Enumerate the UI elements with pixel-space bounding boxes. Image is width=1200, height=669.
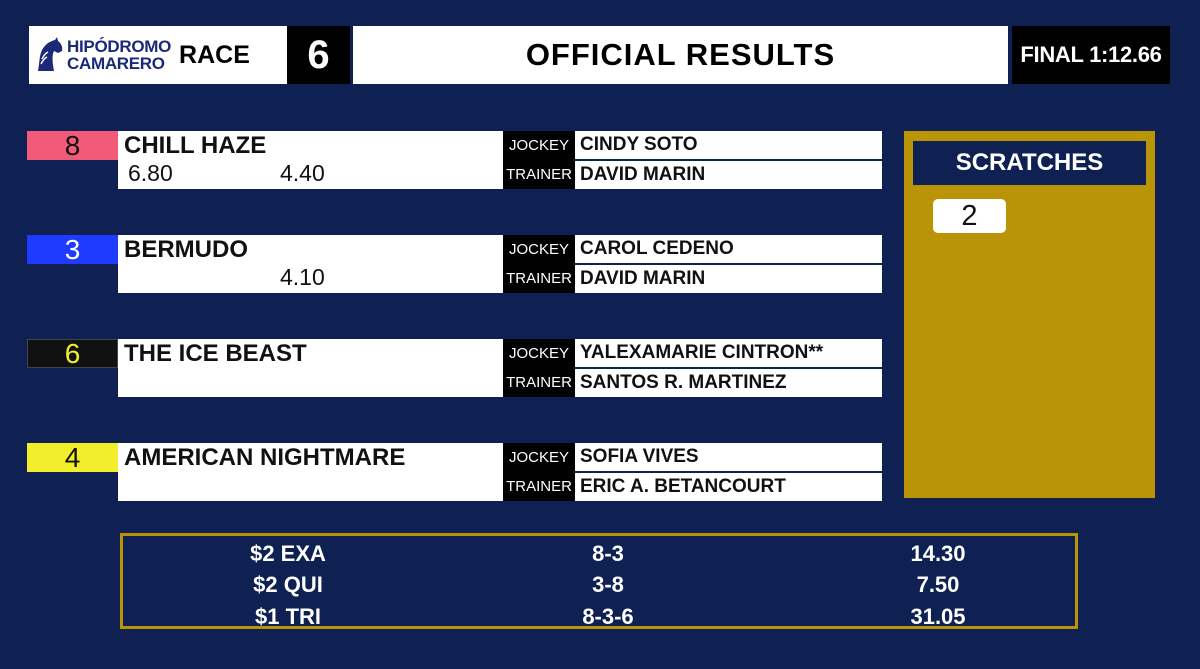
horse-info: BERMUDO 4.10	[118, 235, 503, 293]
jockey-name: YALEXAMARIE CINTRON**	[575, 339, 882, 367]
jockey-name: SOFIA VIVES	[575, 443, 882, 471]
exotic-payouts-table: $2 EXA 8-3 14.30 $2 QUI 3-8 7.50 $1 TRI …	[120, 533, 1078, 629]
horse-name: AMERICAN NIGHTMARE	[124, 444, 406, 471]
exotic-row: $1 TRI 8-3-6 31.05	[123, 601, 1075, 633]
wager-type: $2 QUI	[253, 572, 323, 597]
exotic-row: $2 EXA 8-3 14.30	[123, 538, 1075, 570]
horse-info: CHILL HAZE 6.80 4.40	[118, 131, 503, 189]
wager-payout: 31.05	[910, 604, 966, 629]
place-payout: 4.40	[280, 160, 325, 186]
program-number-badge: 3	[27, 234, 118, 265]
horse-name: THE ICE BEAST	[124, 340, 307, 367]
scratches-title: SCRATCHES	[913, 141, 1146, 185]
jockey-label: JOCKEY	[503, 443, 575, 472]
wager-combination: 8-3	[592, 541, 624, 566]
scratches-panel: SCRATCHES 2	[904, 131, 1155, 498]
scratched-horse-badge: 2	[933, 199, 1006, 233]
program-number-badge: 6	[27, 338, 118, 369]
trainer-name: DAVID MARIN	[575, 161, 882, 189]
trainer-label: TRAINER	[503, 368, 575, 397]
wager-combination: 8-3-6	[582, 604, 634, 629]
finisher-row-1: 8 CHILL HAZE 6.80 4.40 JOCKEY TRAINER CI…	[27, 130, 882, 189]
finisher-row-3: 6 THE ICE BEAST JOCKEY TRAINER YALEXAMAR…	[27, 338, 882, 397]
wager-type: $2 EXA	[250, 541, 326, 566]
wager-payout: 7.50	[916, 572, 960, 597]
jockey-label: JOCKEY	[503, 131, 575, 160]
track-logo-text: HIPÓDROMO CAMARERO	[67, 38, 171, 72]
jockey-label: JOCKEY	[503, 339, 575, 368]
finisher-row-2: 3 BERMUDO 4.10 JOCKEY TRAINER CAROL CEDE…	[27, 234, 882, 293]
win-payout: 6.80	[128, 160, 173, 186]
horse-name: CHILL HAZE	[124, 132, 267, 159]
trainer-label: TRAINER	[503, 472, 575, 501]
race-label: RACE	[179, 40, 250, 69]
horse-info: AMERICAN NIGHTMARE	[118, 443, 503, 501]
final-time: FINAL 1:12.66	[1012, 26, 1170, 84]
page-title: OFFICIAL RESULTS	[353, 26, 1008, 84]
exotic-row: $2 QUI 3-8 7.50	[123, 569, 1075, 601]
horse-info: THE ICE BEAST	[118, 339, 503, 397]
wager-type: $1 TRI	[254, 604, 322, 629]
jockey-name: CAROL CEDENO	[575, 235, 882, 263]
jockey-label: JOCKEY	[503, 235, 575, 264]
wager-combination: 3-8	[592, 572, 624, 597]
finisher-row-4: 4 AMERICAN NIGHTMARE JOCKEY TRAINER SOFI…	[27, 442, 882, 501]
race-number: 6	[287, 26, 350, 84]
trainer-name: SANTOS R. MARTINEZ	[575, 369, 882, 397]
place-payout: 4.10	[280, 264, 325, 290]
track-logo-bar: HIPÓDROMO CAMARERO RACE	[29, 26, 287, 84]
program-number-badge: 4	[27, 442, 118, 473]
wager-payout: 14.30	[910, 541, 966, 566]
horse-name: BERMUDO	[124, 236, 248, 263]
program-number-badge: 8	[27, 130, 118, 161]
trainer-label: TRAINER	[503, 264, 575, 293]
trainer-label: TRAINER	[503, 160, 575, 189]
logo-line-2: CAMARERO	[67, 54, 165, 73]
horse-head-icon	[38, 37, 63, 71]
jockey-name: CINDY SOTO	[575, 131, 882, 159]
trainer-name: DAVID MARIN	[575, 265, 882, 293]
trainer-name: ERIC A. BETANCOURT	[575, 473, 882, 501]
logo-line-1: HIPÓDROMO	[67, 37, 172, 56]
